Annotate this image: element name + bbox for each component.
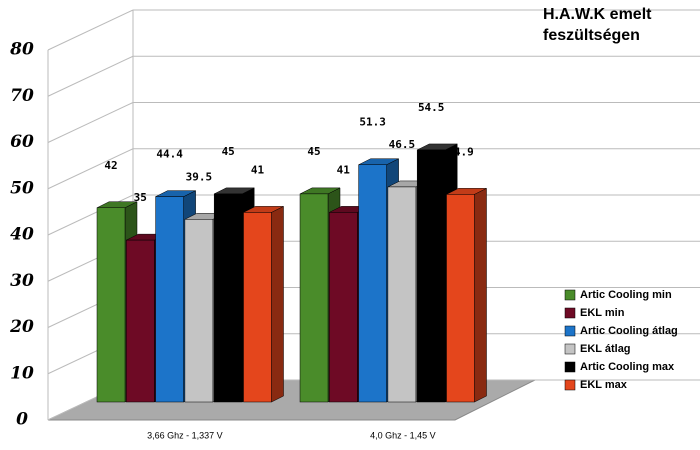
y-tick-label: 10: [10, 363, 34, 383]
grid-line: [47, 9, 134, 51]
grid-line: [47, 102, 134, 143]
value-label: 45: [222, 145, 235, 158]
grid-line: [47, 148, 134, 190]
y-tick-label: 50: [10, 178, 34, 198]
value-label: 41: [337, 163, 351, 176]
bar: [96, 207, 126, 403]
value-label: 41: [251, 163, 265, 176]
legend-swatch: [564, 325, 576, 337]
y-tick-label: 20: [9, 317, 34, 337]
y-tick-label: 70: [10, 86, 34, 106]
bar: [358, 164, 387, 403]
legend-swatch: [564, 307, 576, 319]
legend-label: Artic Cooling átlag: [580, 325, 678, 337]
legend-swatch: [564, 379, 576, 391]
value-label: 54.5: [418, 101, 445, 114]
value-label: 42: [104, 159, 117, 172]
legend-swatch: [564, 289, 576, 301]
x-tick-label: 3,66 Ghz - 1,337 V: [147, 430, 223, 440]
bar: [387, 186, 417, 403]
y-tick-label: 40: [10, 225, 34, 245]
chart-title: H.A.W.K emelt feszültségen: [543, 6, 652, 44]
legend-swatch: [564, 343, 576, 355]
y-tick-label: 80: [9, 40, 34, 60]
legend-label: Artic Cooling min: [580, 289, 672, 301]
grid-line: [47, 55, 134, 97]
value-label: 44.4: [156, 148, 183, 161]
value-label: 44.9: [447, 145, 474, 158]
bar: [213, 193, 243, 403]
bar: [126, 239, 155, 403]
legend-swatch: [564, 361, 576, 373]
bar: [329, 212, 358, 403]
x-tick-label: 4,0 Ghz - 1,45 V: [370, 430, 436, 440]
bar: [416, 149, 446, 403]
bar: [299, 193, 329, 403]
value-label: 35: [134, 191, 147, 204]
legend-label: EKL min: [580, 307, 625, 319]
bar: [184, 219, 214, 403]
value-label: 51.3: [359, 116, 386, 129]
value-label: 39.5: [186, 170, 213, 183]
y-tick-label: 30: [10, 271, 34, 291]
value-label: 46.5: [389, 138, 416, 151]
value-label: 45: [307, 145, 320, 158]
bar: [243, 212, 272, 403]
bar: [155, 196, 184, 403]
bar-side: [474, 187, 487, 403]
y-tick-label: 0: [16, 410, 28, 430]
legend-label: EKL max: [580, 379, 628, 391]
bar-side: [271, 205, 284, 403]
legend-label: Artic Cooling max: [580, 361, 675, 373]
legend-label: EKL átlag: [580, 343, 631, 355]
bar: [446, 194, 475, 403]
y-tick-label: 60: [10, 132, 34, 152]
